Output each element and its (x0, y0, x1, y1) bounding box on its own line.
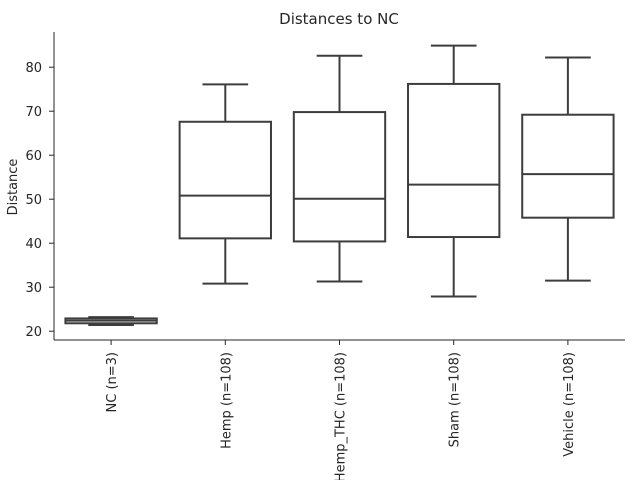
x-tick-label: Hemp (n=108) (219, 352, 234, 449)
y-tick-label: 70 (25, 105, 42, 120)
box-group (521, 56, 615, 282)
box-iqr (521, 113, 615, 219)
box-iqr (178, 120, 272, 240)
y-tick-label: 60 (25, 149, 42, 164)
y-tick-label: 50 (25, 193, 42, 208)
box-iqr (407, 82, 501, 239)
y-axis-label: Distance (6, 159, 21, 216)
x-ticks: NC (n=3) Hemp (n=108) Hemp_THC (n=108) Sham… (105, 340, 577, 480)
x-tick-label: Vehicle (n=108) (562, 352, 577, 457)
y-tick-label: 40 (25, 237, 42, 252)
y-tick-label: 20 (25, 325, 42, 340)
x-tick-label: Sham (n=108) (448, 352, 463, 447)
y-ticks: 20 30 40 50 60 70 80 (25, 61, 54, 340)
y-tick-label: 30 (25, 281, 42, 296)
y-tick-label: 80 (25, 61, 42, 76)
chart-title: Distances to NC (279, 10, 399, 28)
box-group (407, 44, 501, 298)
x-tick-label: Hemp_THC (n=108) (334, 352, 349, 480)
box-iqr (292, 111, 387, 243)
boxes (64, 44, 615, 327)
box-group (178, 83, 272, 285)
box-group (64, 316, 158, 327)
box-group (292, 54, 387, 283)
x-tick-label: NC (n=3) (105, 352, 120, 412)
